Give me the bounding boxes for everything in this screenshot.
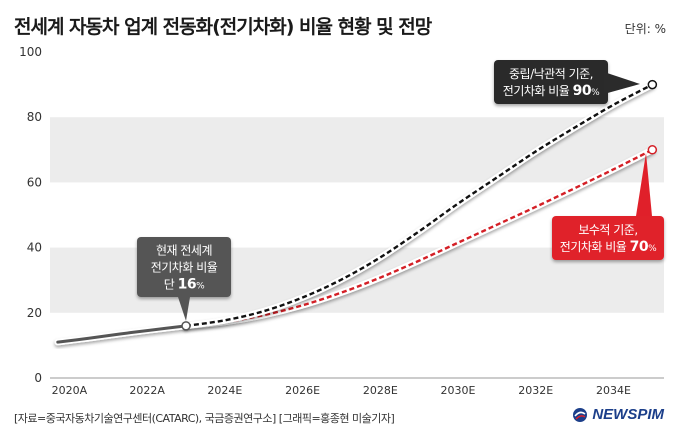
y-tick-label: 60 — [27, 175, 42, 189]
globe-icon — [573, 407, 588, 422]
neutral-end-marker — [647, 79, 658, 90]
x-tick-label: 2034E — [596, 384, 631, 397]
x-tick-label: 2020A — [52, 384, 88, 397]
conservative-callout-pointer — [636, 153, 652, 216]
conservative-callout-value-text: 전기차화 비율 70% — [560, 239, 657, 255]
neutral-callout-box — [494, 60, 608, 104]
x-tick-label: 2028E — [363, 384, 398, 397]
y-tick-label: 0 — [34, 371, 42, 385]
x-tick-label: 2032E — [518, 384, 553, 397]
current-callout-text: 현재 전세계 — [156, 244, 212, 258]
current-callout-value-text: 단 16% — [164, 277, 205, 293]
conservative-callout-box — [552, 216, 664, 260]
y-tick-label: 80 — [27, 110, 42, 124]
y-tick-label: 20 — [27, 306, 42, 320]
logo-text: NEWSPIM — [592, 406, 664, 423]
chart-title: 전세계 자동차 업계 전동화(전기차화) 비율 현황 및 전망 — [14, 16, 432, 38]
neutral-callout-pointer — [604, 72, 640, 94]
x-tick-label: 2022A — [129, 384, 165, 397]
current-callout-box — [137, 237, 231, 297]
conservative-callout-text: 보수적 기준, — [578, 223, 637, 237]
x-tick-label: 2026E — [285, 384, 320, 397]
y-tick-label: 40 — [27, 241, 42, 255]
neutral-series-line — [185, 83, 653, 328]
x-tick-label: 2030E — [441, 384, 476, 397]
newspim-logo: NEWSPIM — [572, 406, 664, 423]
neutral-callout-value-text: 전기차화 비율 90% — [503, 83, 600, 99]
actual-series-line — [56, 324, 188, 344]
current-point-marker — [181, 321, 191, 331]
neutral-callout-text: 중립/낙관적 기준, — [509, 67, 593, 81]
conservative-end-marker — [647, 145, 658, 155]
unit-label: 단위: % — [624, 22, 666, 36]
x-tick-label: 2024E — [207, 384, 242, 397]
current-callout-pointer — [178, 297, 190, 321]
grid-band — [50, 117, 664, 183]
y-tick-label: 100 — [19, 45, 42, 59]
current-callout-text: 전기차화 비율 — [151, 261, 218, 275]
conservative-series-line — [185, 148, 653, 328]
source-credit: [자료=중국자동차기술연구센터(CATARC), 국금증권연구소] [그래픽=홍… — [14, 412, 395, 425]
